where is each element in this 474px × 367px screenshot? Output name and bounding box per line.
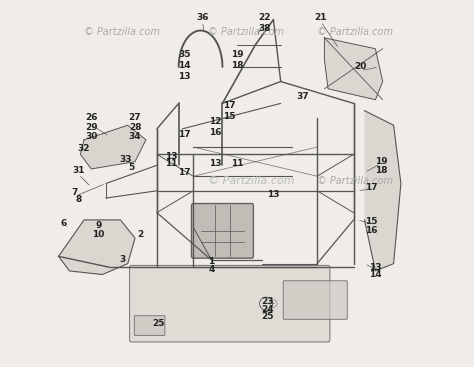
Text: © Partzilla.com: © Partzilla.com [84,27,160,37]
Text: 14: 14 [178,61,191,70]
Text: 25: 25 [153,319,165,328]
Text: 6: 6 [61,219,67,228]
Text: 9: 9 [95,221,102,230]
Text: 26: 26 [85,113,98,123]
Text: 13: 13 [267,190,280,199]
Text: 15: 15 [365,217,378,226]
Text: 13: 13 [369,263,382,272]
Text: 12: 12 [209,117,221,126]
Text: 17: 17 [223,101,236,110]
Text: 22: 22 [258,13,271,22]
Text: 32: 32 [78,144,90,153]
Text: 21: 21 [315,13,327,22]
Text: © Partzilla.com: © Partzilla.com [208,176,294,186]
Text: 11: 11 [231,159,243,168]
Text: 3: 3 [119,255,126,265]
Polygon shape [324,38,383,100]
Text: 13: 13 [209,159,221,168]
Text: 19: 19 [374,157,387,166]
Text: 31: 31 [73,166,85,175]
Text: 11: 11 [165,159,178,168]
Text: 2: 2 [137,230,144,239]
Text: 14: 14 [369,270,382,279]
Text: 8: 8 [75,195,82,204]
Text: 27: 27 [129,113,141,123]
Text: 17: 17 [365,183,378,192]
FancyBboxPatch shape [191,204,254,258]
Text: 4: 4 [208,265,215,273]
Text: 15: 15 [223,112,236,121]
FancyBboxPatch shape [129,265,330,342]
Polygon shape [365,111,401,271]
FancyBboxPatch shape [283,281,347,319]
Text: 18: 18 [231,61,243,70]
Text: 10: 10 [92,230,105,239]
Text: 18: 18 [374,166,387,175]
FancyBboxPatch shape [134,316,165,335]
Polygon shape [58,220,135,275]
Text: 13: 13 [178,72,191,80]
Text: 29: 29 [85,123,98,131]
Text: 19: 19 [231,50,243,59]
Text: © Partzilla.com: © Partzilla.com [317,27,393,37]
Text: 16: 16 [365,226,378,235]
Text: 23: 23 [262,297,274,306]
Text: 35: 35 [178,50,191,59]
Text: 7: 7 [72,188,78,197]
Text: 17: 17 [178,130,191,139]
Text: 25: 25 [262,312,274,321]
Text: 1: 1 [209,257,215,266]
Polygon shape [81,125,146,169]
Text: 28: 28 [129,123,141,131]
Text: 24: 24 [262,305,274,314]
Text: 5: 5 [128,163,135,172]
Text: 36: 36 [196,13,209,22]
Text: 33: 33 [119,155,132,164]
Text: 38: 38 [258,24,271,33]
Text: 20: 20 [355,62,367,72]
Text: 17: 17 [178,168,191,177]
Text: 37: 37 [296,92,309,101]
Text: 13: 13 [165,152,178,161]
Text: 16: 16 [209,128,221,137]
Text: 34: 34 [129,132,141,141]
Text: © Partzilla.com: © Partzilla.com [317,176,393,186]
Text: © Partzilla.com: © Partzilla.com [208,27,284,37]
Text: 30: 30 [85,132,98,141]
